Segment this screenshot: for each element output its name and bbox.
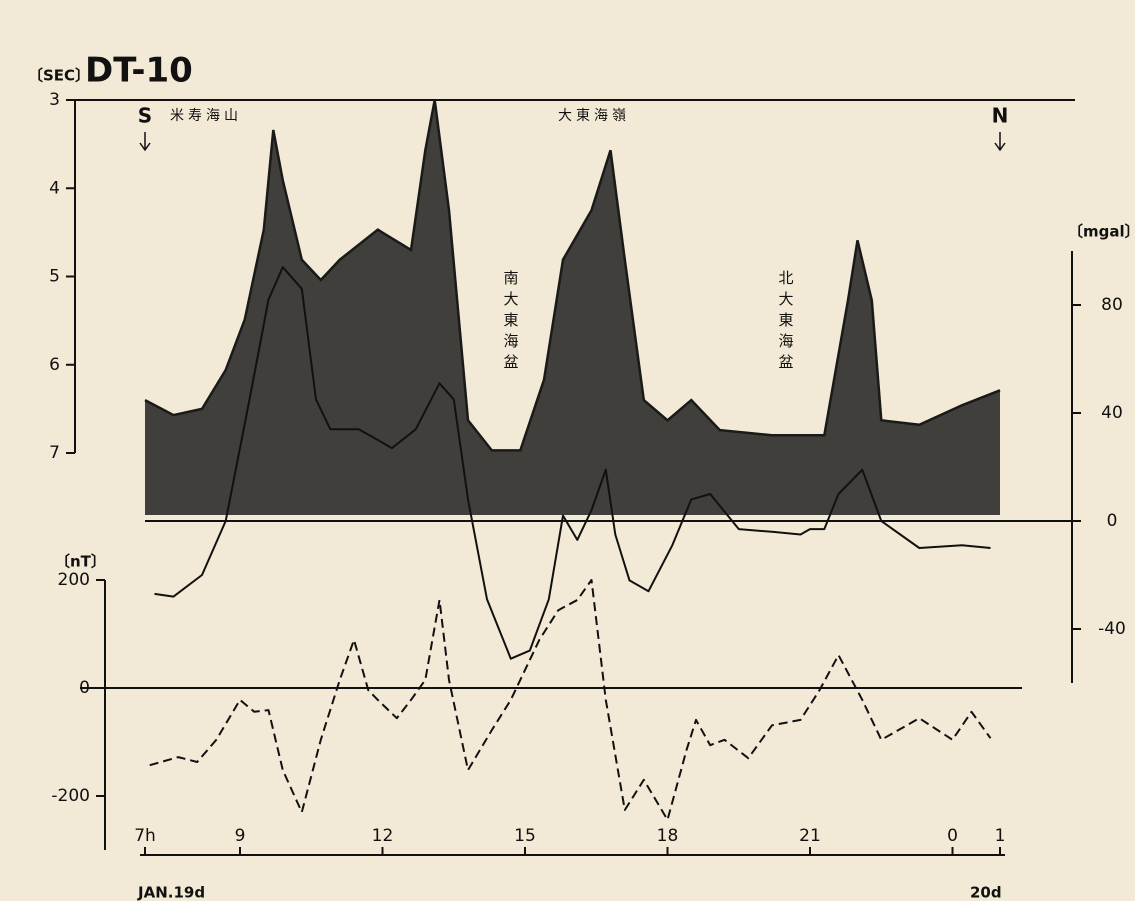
chart-title: DT-10	[85, 51, 193, 91]
y-tick-label: 5	[49, 267, 60, 287]
annotation: 大東海嶺	[558, 108, 630, 124]
y-tick-label: 3	[49, 90, 60, 110]
y-axis-label: 〔SEC〕	[28, 67, 90, 85]
page: DT-10 〔SEC〕 〔mgal〕 〔nT〕 S N 米寿海山 大東海嶺 南大…	[0, 0, 1135, 901]
x-tick-label: 12	[372, 826, 394, 846]
y2-axis-label: 〔mgal〕	[1068, 223, 1135, 241]
y3-tick-label: 200	[58, 570, 90, 590]
y-tick-label: 7	[49, 443, 60, 463]
x-tick-label: 0	[947, 826, 958, 846]
y2-tick-label: -40	[1098, 619, 1126, 639]
y2-tick-label: 40	[1101, 403, 1123, 423]
y3-tick-label: -200	[51, 786, 90, 806]
x-tick-label: 7h	[134, 826, 156, 846]
south-label: S	[138, 104, 152, 128]
y3-axis-label: 〔nT〕	[55, 553, 106, 571]
x-tick-label: 1	[995, 826, 1006, 846]
x-tick-label: 9	[235, 826, 246, 846]
annotation: 米寿海山	[170, 107, 242, 124]
date-label: 20d	[970, 884, 1002, 901]
chart: DT-10 〔SEC〕 〔mgal〕 〔nT〕 S N 米寿海山 大東海嶺 南大…	[0, 0, 1135, 901]
x-tick-label: 18	[657, 826, 679, 846]
y-tick-label: 4	[49, 178, 60, 198]
x-tick-label: 21	[799, 826, 821, 846]
north-label: N	[992, 104, 1009, 128]
date-label: JAN.19d	[137, 884, 205, 901]
y-tick-label: 6	[49, 355, 60, 375]
y2-tick-label: 80	[1101, 295, 1123, 315]
x-tick-label: 15	[514, 826, 536, 846]
annotation: 北大東海盆	[777, 270, 795, 375]
y2-tick-label: 0	[1107, 511, 1118, 531]
annotation: 南大東海盆	[502, 270, 520, 375]
